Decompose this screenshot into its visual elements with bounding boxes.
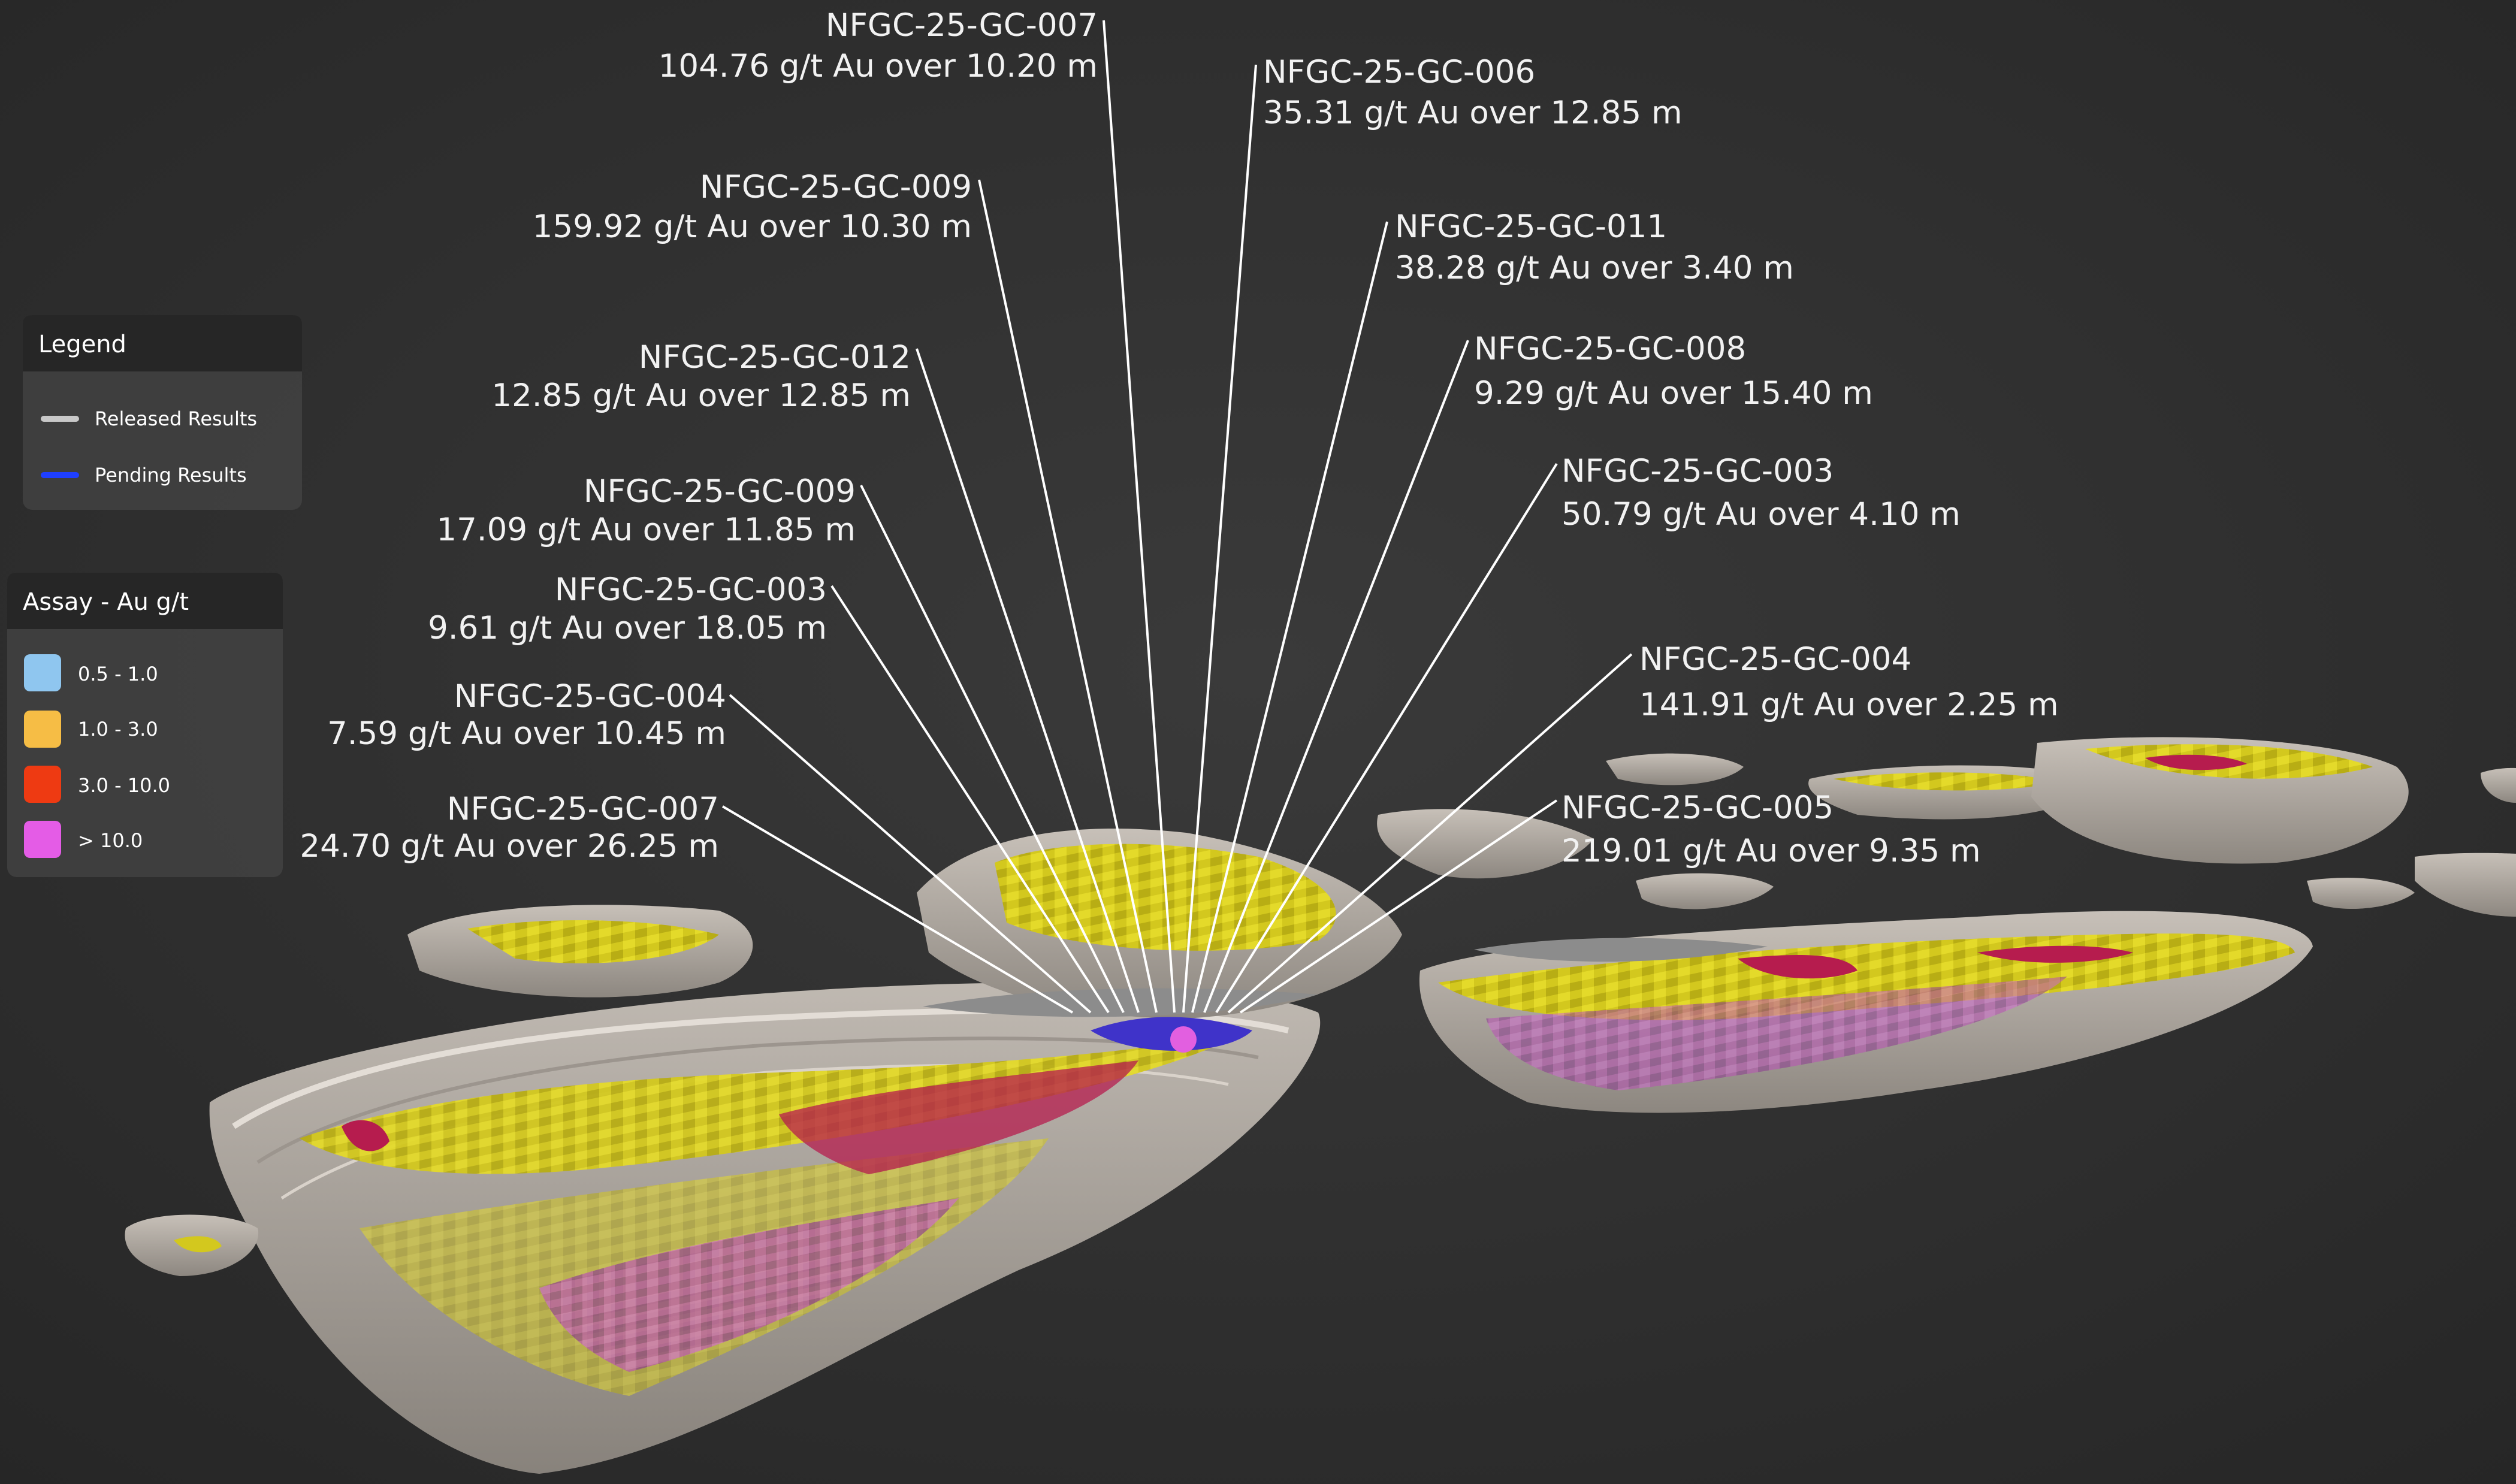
callout-hole-id: NFGC-25-GC-011 — [1395, 208, 1667, 245]
callout-hole-id: NFGC-25-GC-009 — [584, 473, 856, 510]
left-pit-shell — [407, 905, 753, 998]
callout-hole-id: NFGC-25-GC-007 — [447, 791, 719, 827]
callout-hole-id: NFGC-25-GC-005 — [1561, 790, 1834, 826]
callout-result: 7.59 g/t Au over 10.45 m — [327, 715, 726, 752]
callout-result: 219.01 g/t Au over 9.35 m — [1561, 833, 1981, 869]
released-swatch — [41, 416, 79, 422]
callout-result: 17.09 g/t Au over 11.85 m — [436, 512, 856, 548]
callout-line — [721, 805, 1074, 1014]
callout-lines — [721, 20, 1633, 1014]
assay-item-label: 1.0 - 3.0 — [78, 718, 158, 741]
legend-item-label: Pending Results — [95, 464, 247, 486]
callout-line — [830, 585, 1110, 1014]
callout-label: NFGC-25-GC-004 141.91 g/t Au over 2.25 m — [1639, 641, 2059, 723]
callout-label: NFGC-25-GC-007 104.76 g/t Au over 10.20 … — [659, 7, 1098, 84]
callout-result: 38.28 g/t Au over 3.40 m — [1395, 250, 1794, 286]
callout-line — [1215, 463, 1558, 1014]
callout-line — [729, 694, 1092, 1014]
callout-line — [1191, 221, 1388, 1013]
callout-hole-id: NFGC-25-GC-008 — [1474, 331, 1746, 367]
callout-hole-id: NFGC-25-GC-004 — [454, 678, 726, 715]
callout-result: 24.70 g/t Au over 26.25 m — [300, 828, 719, 865]
callout-hole-id: NFGC-25-GC-012 — [639, 339, 911, 376]
callout-label: NFGC-25-GC-011 38.28 g/t Au over 3.40 m — [1395, 208, 1794, 286]
callout-hole-id: NFGC-25-GC-009 — [700, 169, 972, 205]
callout-result: 12.85 g/t Au over 12.85 m — [491, 377, 911, 414]
callout-result: 50.79 g/t Au over 4.10 m — [1561, 496, 1961, 533]
legend-item-label: Released Results — [95, 407, 257, 430]
callout-line — [1203, 340, 1469, 1013]
assay-swatch — [24, 766, 61, 803]
callout-label: NFGC-25-GC-008 9.29 g/t Au over 15.40 m — [1474, 331, 1873, 412]
callout-result: 9.61 g/t Au over 18.05 m — [428, 610, 827, 646]
callout-label: NFGC-25-GC-003 9.61 g/t Au over 18.05 m — [428, 572, 827, 646]
callout-line — [1239, 799, 1558, 1014]
callout-result: 104.76 g/t Au over 10.20 m — [659, 48, 1098, 84]
callout-hole-id: NFGC-25-GC-004 — [1639, 641, 1911, 678]
far-right-pit-shells — [1377, 737, 2516, 917]
pending-swatch — [41, 472, 79, 478]
callout-line — [1182, 64, 1257, 1013]
callout-line — [860, 485, 1125, 1013]
assay-item-label: 0.5 - 1.0 — [78, 663, 158, 685]
legend-panel: Legend Released Results Pending Results — [23, 315, 302, 510]
assay-swatch — [24, 821, 61, 858]
callout-label: NFGC-25-GC-003 50.79 g/t Au over 4.10 m — [1561, 453, 1961, 533]
callout-line — [978, 179, 1158, 1013]
callout-hole-id: NFGC-25-GC-006 — [1263, 54, 1535, 90]
callout-line — [1227, 653, 1633, 1014]
callout-result: 9.29 g/t Au over 15.40 m — [1474, 375, 1873, 412]
callout-label: NFGC-25-GC-012 12.85 g/t Au over 12.85 m — [491, 339, 911, 414]
assay-title: Assay - Au g/t — [23, 588, 189, 616]
right-pit-shell — [1419, 911, 2313, 1113]
callout-line — [916, 348, 1140, 1013]
callout-result: 141.91 g/t Au over 2.25 m — [1639, 687, 2059, 723]
callout-label: NFGC-25-GC-009 17.09 g/t Au over 11.85 m — [436, 473, 856, 548]
callout-label: NFGC-25-GC-005 219.01 g/t Au over 9.35 m — [1561, 790, 1981, 869]
callout-hole-id: NFGC-25-GC-003 — [555, 572, 827, 608]
tiny-pit-shell — [125, 1214, 259, 1276]
callout-labels: NFGC-25-GC-007 104.76 g/t Au over 10.20 … — [300, 7, 2058, 869]
callout-result: 159.92 g/t Au over 10.30 m — [533, 208, 972, 245]
callout-line — [1103, 20, 1176, 1013]
callout-result: 35.31 g/t Au over 12.85 m — [1263, 95, 1683, 131]
assay-item-label: 3.0 - 10.0 — [78, 774, 170, 797]
callout-hole-id: NFGC-25-GC-003 — [1561, 453, 1834, 489]
callout-hole-id: NFGC-25-GC-007 — [826, 7, 1098, 44]
legend-title: Legend — [38, 331, 126, 358]
callout-label: NFGC-25-GC-009 159.92 g/t Au over 10.30 … — [533, 169, 972, 245]
callout-label: NFGC-25-GC-006 35.31 g/t Au over 12.85 m — [1263, 54, 1683, 131]
assay-swatch — [24, 711, 61, 748]
assay-swatch — [24, 654, 61, 691]
callout-label: NFGC-25-GC-007 24.70 g/t Au over 26.25 m — [300, 791, 719, 865]
assay-item-label: > 10.0 — [78, 829, 143, 852]
callout-label: NFGC-25-GC-004 7.59 g/t Au over 10.45 m — [327, 678, 726, 752]
assay-legend-panel: Assay - Au g/t 0.5 - 1.0 1.0 - 3.0 3.0 -… — [7, 573, 283, 877]
